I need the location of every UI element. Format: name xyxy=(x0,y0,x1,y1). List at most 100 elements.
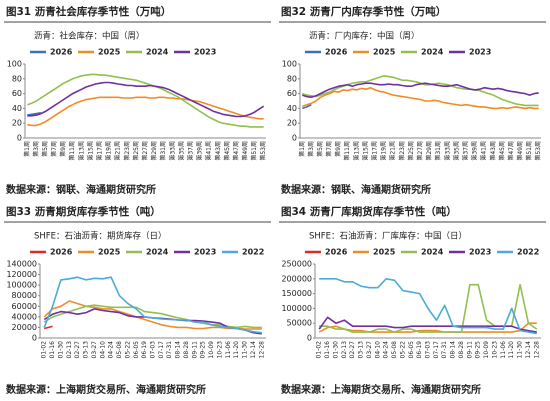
x-tick-label: 06-19 xyxy=(141,341,148,359)
x-tick-label: 06-05 xyxy=(408,341,415,359)
x-tick-label: 第11周 xyxy=(68,141,76,161)
y-tick-label: 40 xyxy=(12,104,22,113)
x-tick-label: 04-10 xyxy=(374,341,381,359)
x-tick-label: 第27周 xyxy=(141,141,149,161)
series-line xyxy=(318,322,537,333)
y-tick-label: 250000 xyxy=(281,260,312,269)
x-tick-label: 01-02 xyxy=(316,341,323,359)
legend-label: 2026 xyxy=(50,248,73,257)
x-tick-label: 第47周 xyxy=(232,141,240,161)
series-line xyxy=(27,96,264,127)
series-line xyxy=(27,81,265,118)
x-tick-label: 第43周 xyxy=(489,141,497,161)
series-line xyxy=(27,112,42,116)
x-tick-label: 01-30 xyxy=(57,341,64,359)
x-tick-label: 第41周 xyxy=(480,141,488,161)
x-tick-label: 第7周 xyxy=(50,141,58,157)
x-tick-label: 08-28 xyxy=(183,341,190,359)
x-tick-label: 06-19 xyxy=(416,341,423,359)
x-tick-label: 第37周 xyxy=(186,141,194,161)
x-tick-label: 第35周 xyxy=(177,141,185,161)
series-line xyxy=(319,278,537,335)
x-tick-label: 06-05 xyxy=(133,341,140,359)
x-tick-label: 12-28 xyxy=(533,341,540,359)
y-tick-label: 0 xyxy=(307,334,312,343)
y-tick-label: 80000 xyxy=(12,291,37,300)
y-tick-label: 20000 xyxy=(12,323,37,332)
subtitle: SHFE：石油沥青：期货库存（日） xyxy=(34,231,167,242)
x-tick-label: 08-14 xyxy=(450,341,457,359)
legend-label: 2024 xyxy=(146,248,169,257)
y-tick-label: 80 xyxy=(12,74,22,83)
series-line xyxy=(43,276,262,334)
x-tick-label: 09-11 xyxy=(191,341,198,359)
x-tick-label: 10-23 xyxy=(216,341,223,359)
x-tick-label: 第39周 xyxy=(196,141,204,161)
legend-label: 2026 xyxy=(325,248,348,257)
x-tick-label: 第3周 xyxy=(32,141,40,157)
series-line xyxy=(44,325,53,330)
x-tick-label: 第3周 xyxy=(307,141,315,157)
x-tick-label: 08-28 xyxy=(458,341,465,359)
x-tick-label: 第53周 xyxy=(259,141,267,161)
x-tick-label: 12-28 xyxy=(258,341,265,359)
y-tick-label: 40000 xyxy=(12,312,37,321)
x-tick-label: 02-27 xyxy=(349,341,356,359)
x-tick-label: 08-14 xyxy=(175,341,182,359)
x-tick-label: 第41周 xyxy=(205,141,213,161)
x-tick-label: 07-03 xyxy=(425,341,432,359)
x-tick-label: 09-25 xyxy=(200,341,207,359)
x-tick-label: 第51周 xyxy=(250,141,258,161)
x-tick-label: 第11周 xyxy=(343,141,351,161)
x-tick-label: 05-22 xyxy=(124,341,131,359)
chart-title: 图32 沥青厂内库存季节性（万吨） xyxy=(281,5,446,18)
source: 数据来源：上海期货交易所、海通期货研究所 xyxy=(6,383,206,396)
series-line xyxy=(43,300,262,330)
y-tick-label: 60 xyxy=(12,89,22,98)
x-tick-label: 第19周 xyxy=(380,141,388,161)
x-tick-label: 10-09 xyxy=(483,341,490,359)
x-tick-label: 07-31 xyxy=(441,341,448,359)
x-tick-label: 05-08 xyxy=(391,341,398,359)
x-tick-label: 第49周 xyxy=(241,141,249,161)
x-tick-label: 第17周 xyxy=(96,141,104,161)
x-tick-label: 第33周 xyxy=(168,141,176,161)
x-tick-label: 第13周 xyxy=(77,141,85,161)
x-tick-label: 11-06 xyxy=(225,341,232,359)
y-tick-label: 200000 xyxy=(281,274,312,283)
y-tick-label: 60000 xyxy=(12,302,37,311)
x-tick-label: 第53周 xyxy=(534,141,542,161)
x-tick-label: 01-02 xyxy=(41,341,48,359)
x-tick-label: 第19周 xyxy=(105,141,113,161)
chart-title: 图31 沥青社会库存季节性（万吨） xyxy=(6,5,171,18)
y-tick-label: 100 xyxy=(7,60,22,69)
x-tick-label: 12-14 xyxy=(250,341,257,359)
x-tick-label: 04-10 xyxy=(99,341,106,359)
x-tick-label: 第9周 xyxy=(334,141,342,157)
x-tick-label: 第23周 xyxy=(398,141,406,161)
x-tick-label: 01-30 xyxy=(332,341,339,359)
legend-label: 2023 xyxy=(194,248,216,257)
legend-label: 2025 xyxy=(98,248,121,257)
legend-label: 2022 xyxy=(242,248,264,257)
y-tick-label: 0 xyxy=(292,134,297,143)
legend-label: 2024 xyxy=(146,48,169,57)
legend-label: 2023 xyxy=(469,48,491,57)
chart-title: 图34 沥青厂库期货库存季节性（吨） xyxy=(281,205,457,218)
x-tick-label: 第7周 xyxy=(325,141,333,157)
x-tick-label: 第31周 xyxy=(434,141,442,161)
x-tick-label: 第31周 xyxy=(159,141,167,161)
y-tick-label: 100000 xyxy=(6,281,37,290)
source: 数据来源：钢联、海通期货研究所 xyxy=(6,183,156,196)
chart-title: 图33 沥青期货库存季节性（吨） xyxy=(6,205,161,218)
x-tick-label: 11-30 xyxy=(517,341,524,359)
x-tick-label: 02-13 xyxy=(66,341,73,359)
x-tick-label: 07-03 xyxy=(150,341,157,359)
series-line xyxy=(302,82,539,99)
x-tick-label: 第39周 xyxy=(471,141,479,161)
x-tick-label: 03-27 xyxy=(91,341,98,359)
y-tick-label: 20 xyxy=(12,119,22,128)
x-tick-label: 01-16 xyxy=(49,341,56,359)
series-line xyxy=(302,103,312,110)
